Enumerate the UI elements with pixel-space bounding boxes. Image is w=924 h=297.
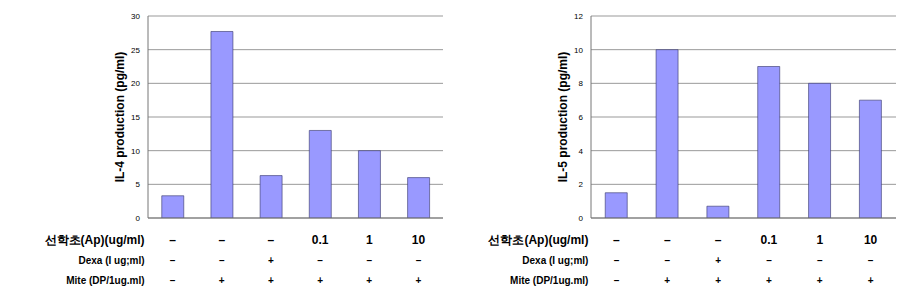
svg-text:12: 12 bbox=[574, 12, 583, 21]
svg-text:+: + bbox=[317, 275, 323, 286]
svg-text:–: – bbox=[317, 255, 323, 266]
svg-text:–: – bbox=[766, 255, 772, 266]
svg-text:–: – bbox=[868, 255, 874, 266]
svg-text:–: – bbox=[366, 255, 372, 266]
svg-text:0.1: 0.1 bbox=[761, 233, 778, 247]
svg-text:+: + bbox=[219, 275, 225, 286]
svg-text:–: – bbox=[219, 255, 225, 266]
svg-text:10: 10 bbox=[412, 233, 426, 247]
svg-text:0: 0 bbox=[579, 214, 584, 223]
svg-text:+: + bbox=[415, 275, 421, 286]
svg-text:+: + bbox=[268, 255, 274, 266]
svg-text:+: + bbox=[366, 275, 372, 286]
svg-text:+: + bbox=[715, 275, 721, 286]
svg-text:–: – bbox=[170, 275, 176, 286]
svg-text:+: + bbox=[766, 275, 772, 286]
svg-text:–: – bbox=[218, 233, 225, 247]
svg-text:–: – bbox=[416, 255, 422, 266]
svg-text:+: + bbox=[715, 255, 721, 266]
svg-text:–: – bbox=[169, 233, 176, 247]
svg-text:5: 5 bbox=[136, 180, 141, 189]
svg-text:2: 2 bbox=[579, 180, 584, 189]
svg-text:+: + bbox=[664, 275, 670, 286]
svg-text:Dexa (I ug;ml): Dexa (I ug;ml) bbox=[78, 255, 144, 266]
svg-text:–: – bbox=[613, 233, 620, 247]
svg-text:–: – bbox=[664, 233, 671, 247]
svg-text:+: + bbox=[868, 275, 874, 286]
svg-text:30: 30 bbox=[131, 12, 140, 21]
svg-text:–: – bbox=[170, 255, 176, 266]
svg-text:Mite (DP/1ug.ml): Mite (DP/1ug.ml) bbox=[66, 275, 144, 286]
svg-text:–: – bbox=[268, 233, 275, 247]
svg-text:+: + bbox=[268, 275, 274, 286]
svg-text:선학초(Ap)(ug/ml): 선학초(Ap)(ug/ml) bbox=[45, 233, 145, 247]
svg-text:+: + bbox=[817, 275, 823, 286]
svg-text:–: – bbox=[614, 255, 620, 266]
svg-text:10: 10 bbox=[864, 233, 878, 247]
svg-text:–: – bbox=[664, 255, 670, 266]
svg-text:IL-5 production (pg/ml): IL-5 production (pg/ml) bbox=[556, 52, 570, 183]
svg-text:1: 1 bbox=[366, 233, 373, 247]
svg-text:20: 20 bbox=[131, 79, 140, 88]
svg-text:8: 8 bbox=[579, 79, 584, 88]
svg-text:–: – bbox=[614, 275, 620, 286]
svg-text:10: 10 bbox=[574, 46, 583, 55]
svg-text:10: 10 bbox=[131, 147, 140, 156]
svg-text:IL-4 production (pg/ml): IL-4 production (pg/ml) bbox=[113, 52, 127, 183]
svg-text:0: 0 bbox=[136, 214, 141, 223]
svg-text:–: – bbox=[715, 233, 722, 247]
svg-text:25: 25 bbox=[131, 46, 140, 55]
svg-text:15: 15 bbox=[131, 113, 140, 122]
svg-text:6: 6 bbox=[579, 113, 584, 122]
svg-text:4: 4 bbox=[579, 147, 584, 156]
svg-text:0.1: 0.1 bbox=[312, 233, 329, 247]
svg-text:Mite (DP/1ug.ml): Mite (DP/1ug.ml) bbox=[510, 275, 588, 286]
svg-text:–: – bbox=[817, 255, 823, 266]
svg-text:1: 1 bbox=[816, 233, 823, 247]
svg-text:Dexa (I ug;ml): Dexa (I ug;ml) bbox=[522, 255, 588, 266]
svg-text:선학초(Ap)(ug/ml): 선학초(Ap)(ug/ml) bbox=[488, 233, 588, 247]
